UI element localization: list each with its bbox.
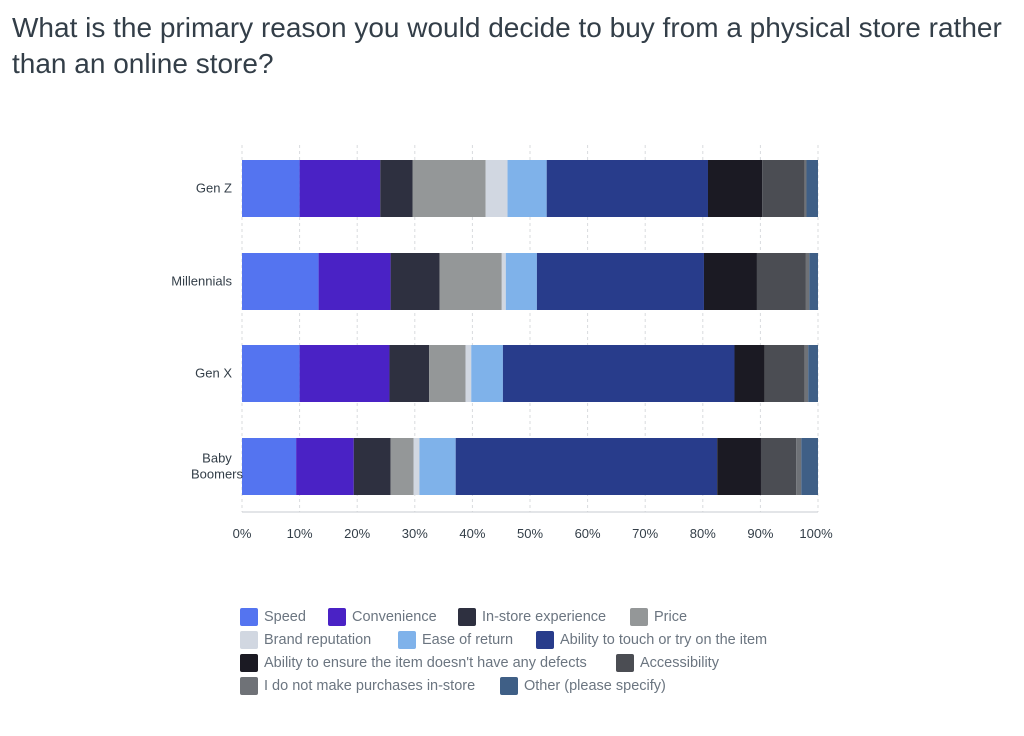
x-tick-label: 50% bbox=[517, 526, 543, 541]
legend-label: Ability to ensure the item doesn't have … bbox=[264, 655, 587, 671]
bar-segment bbox=[390, 253, 440, 310]
x-tick-label: 0% bbox=[233, 526, 252, 541]
x-tick-label: 20% bbox=[344, 526, 370, 541]
legend-swatch bbox=[500, 677, 518, 695]
bar-segment bbox=[242, 438, 297, 495]
legend-label: Ability to touch or try on the item bbox=[560, 632, 768, 648]
bar-segment bbox=[296, 438, 354, 495]
legend-item: Convenience bbox=[328, 608, 437, 626]
bar-segment bbox=[501, 253, 506, 310]
bar-segment bbox=[455, 438, 718, 495]
bar-segment bbox=[242, 160, 300, 217]
bar-segment bbox=[413, 438, 420, 495]
bar-segment bbox=[485, 160, 508, 217]
bar-segment bbox=[809, 253, 818, 310]
bar-segment bbox=[806, 160, 818, 217]
legend-swatch bbox=[240, 608, 258, 626]
legend-item: Brand reputation bbox=[240, 631, 371, 649]
x-tick-label: 40% bbox=[459, 526, 485, 541]
x-tick-label: 90% bbox=[747, 526, 773, 541]
legend-swatch bbox=[328, 608, 346, 626]
bar-segment bbox=[796, 438, 802, 495]
x-tick-label: 100% bbox=[799, 526, 833, 541]
legend-item: In-store experience bbox=[458, 608, 606, 626]
bar-segment bbox=[808, 345, 818, 402]
legend-item: Ability to touch or try on the item bbox=[536, 631, 767, 649]
x-tick-label: 70% bbox=[632, 526, 658, 541]
x-tick-label: 60% bbox=[575, 526, 601, 541]
bar-segment bbox=[707, 160, 763, 217]
bar-segment bbox=[419, 438, 456, 495]
legend-swatch bbox=[240, 654, 258, 672]
bars bbox=[242, 160, 818, 495]
category-label: Gen X bbox=[195, 366, 232, 381]
bar-segment bbox=[380, 160, 413, 217]
legend-swatch bbox=[536, 631, 554, 649]
bar-segment bbox=[734, 345, 765, 402]
bar-segment bbox=[429, 345, 466, 402]
legend-item: Speed bbox=[240, 608, 306, 626]
bar-segment bbox=[801, 438, 818, 495]
bar-segment bbox=[717, 438, 761, 495]
bar-segment bbox=[353, 438, 391, 495]
legend-label: Accessibility bbox=[640, 655, 719, 671]
legend-swatch bbox=[240, 677, 258, 695]
bar-segment bbox=[764, 345, 805, 402]
legend-label: Speed bbox=[264, 609, 306, 625]
legend-swatch bbox=[630, 608, 648, 626]
x-tick-label: 80% bbox=[690, 526, 716, 541]
bar-segment bbox=[760, 438, 797, 495]
legend-swatch bbox=[240, 631, 258, 649]
bar-segment bbox=[318, 253, 391, 310]
bar-segment bbox=[804, 345, 809, 402]
legend-item: I do not make purchases in-store bbox=[240, 677, 475, 695]
category-label: Baby Boomers bbox=[191, 451, 244, 482]
category-label: Gen Z bbox=[196, 181, 232, 196]
legend-item: Price bbox=[630, 608, 687, 626]
bar-segment bbox=[703, 253, 757, 310]
bar-segment bbox=[546, 160, 708, 217]
legend-label: Price bbox=[654, 609, 688, 625]
bar-segment bbox=[507, 160, 547, 217]
bar-segment bbox=[412, 160, 486, 217]
stacked-bar-chart: Gen Z Millennials Gen X Baby Boomers 0% 10% 20… bbox=[171, 145, 833, 541]
legend-swatch bbox=[398, 631, 416, 649]
x-tick-label: 30% bbox=[402, 526, 428, 541]
bar-segment bbox=[762, 160, 805, 217]
chart-title: What is the primary reason you would dec… bbox=[12, 12, 1002, 79]
bar-segment bbox=[536, 253, 704, 310]
bar-segment bbox=[439, 253, 502, 310]
category-labels: Gen Z Millennials Gen X Baby Boomers bbox=[171, 181, 243, 482]
x-axis-ticks: 0% 10% 20% 30% 40% 50% 60% 70% 80% 90% 100% bbox=[233, 526, 833, 541]
legend-item: Accessibility bbox=[616, 654, 719, 672]
bar-segment bbox=[471, 345, 503, 402]
legend-item: Other (please specify) bbox=[500, 677, 666, 695]
category-label: Millennials bbox=[171, 274, 232, 289]
bar-segment bbox=[805, 253, 810, 310]
legend-swatch bbox=[616, 654, 634, 672]
bar-segment bbox=[804, 160, 807, 217]
legend-label: Brand reputation bbox=[264, 632, 372, 648]
bar-segment bbox=[389, 345, 430, 402]
legend-label: I do not make purchases in-store bbox=[264, 678, 476, 694]
legend-label: Ease of return bbox=[422, 632, 514, 648]
legend-label: Convenience bbox=[352, 609, 437, 625]
bar-segment bbox=[390, 438, 414, 495]
bar-segment bbox=[505, 253, 537, 310]
bar-segment bbox=[502, 345, 735, 402]
legend-item: Ability to ensure the item doesn't have … bbox=[240, 654, 587, 672]
bar-segment bbox=[242, 345, 300, 402]
bar-segment bbox=[299, 345, 390, 402]
legend-label: Other (please specify) bbox=[524, 678, 666, 694]
legend-item: Ease of return bbox=[398, 631, 513, 649]
legend-swatch bbox=[458, 608, 476, 626]
bar-segment bbox=[756, 253, 806, 310]
x-tick-label: 10% bbox=[287, 526, 313, 541]
legend-label: In-store experience bbox=[482, 609, 607, 625]
bar-segment bbox=[242, 253, 319, 310]
bar-segment bbox=[299, 160, 381, 217]
bar-segment bbox=[465, 345, 472, 402]
